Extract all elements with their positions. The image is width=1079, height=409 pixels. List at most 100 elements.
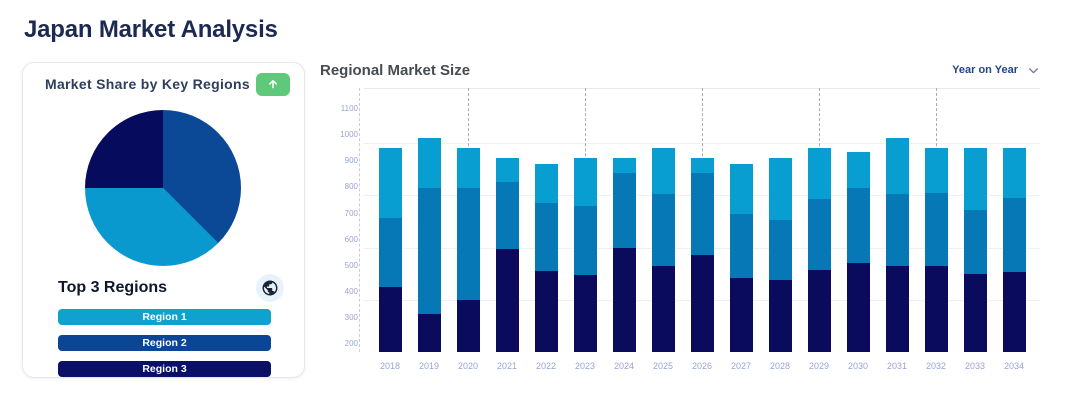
- bar-segment-bottom: [729, 277, 753, 352]
- region-button-1[interactable]: Region 1: [58, 309, 271, 325]
- y-axis-tick-200: 200: [344, 339, 358, 348]
- page-title: Japan Market Analysis: [24, 16, 278, 43]
- x-axis-label-2022: 2022: [535, 361, 557, 371]
- bar-segment-bottom: [651, 265, 675, 352]
- bar-2023[interactable]: [573, 157, 597, 352]
- bar-segment-bottom: [534, 271, 558, 352]
- bar-2030[interactable]: [846, 152, 870, 352]
- market-share-pie-chart[interactable]: [85, 110, 241, 266]
- bar-2025[interactable]: [651, 148, 675, 352]
- bar-segment-middle: [612, 173, 636, 248]
- regional-market-size-bar-chart: 200 300 400 500 600 700 800 900 1000 1100 2018 2019…: [340, 88, 1040, 371]
- bar-2031[interactable]: [885, 137, 909, 352]
- y-axis-tick-1000: 1000: [340, 130, 358, 140]
- bar-2022[interactable]: [534, 164, 558, 352]
- bar-segment-top: [1002, 148, 1026, 198]
- y-axis-tick-800: 800: [344, 182, 358, 192]
- x-axis-label-2019: 2019: [418, 361, 440, 371]
- period-select-value: Year on Year: [952, 64, 1018, 76]
- bar-segment-bottom: [495, 248, 519, 352]
- y-axis-tick-300: 300: [344, 312, 358, 322]
- region-button-2[interactable]: Region 2: [58, 335, 271, 351]
- market-share-card-title: Market Share by Key Regions: [45, 76, 250, 92]
- market-share-card: Market Share by Key Regions Top 3 Region…: [22, 62, 305, 378]
- bar-segment-top: [612, 157, 636, 174]
- bar-segment-middle: [729, 213, 753, 278]
- bar-2026[interactable]: [690, 157, 714, 352]
- y-axis-tick-500: 500: [344, 260, 358, 270]
- bar-2032[interactable]: [924, 148, 948, 352]
- x-axis-label-2020: 2020: [457, 361, 479, 371]
- bar-segment-top: [807, 148, 831, 200]
- bar-segment-top: [924, 148, 948, 193]
- bar-segment-middle: [417, 187, 441, 315]
- bar-segment-middle: [573, 205, 597, 275]
- bar-segment-bottom: [417, 314, 441, 352]
- bar-segment-top: [846, 152, 870, 188]
- bar-2020[interactable]: [456, 148, 480, 352]
- bar-segment-top: [534, 164, 558, 204]
- bar-segment-top: [885, 137, 909, 195]
- y-axis-tick-400: 400: [344, 286, 358, 296]
- bar-segment-middle: [768, 220, 792, 281]
- y-axis-tick-900: 900: [344, 156, 358, 166]
- bar-segment-top: [729, 164, 753, 214]
- x-axis-label-2031: 2031: [886, 361, 908, 371]
- period-select-dropdown[interactable]: Year on Year: [952, 61, 1040, 79]
- y-axis-tick-700: 700: [344, 208, 358, 218]
- bar-segment-middle: [534, 203, 558, 272]
- bar-2034[interactable]: [1002, 148, 1026, 352]
- globe-glyph: [262, 280, 278, 296]
- x-axis-label-2028: 2028: [769, 361, 791, 371]
- bar-2019[interactable]: [417, 137, 441, 352]
- x-axis-label-2033: 2033: [964, 361, 986, 371]
- arrow-up-icon: [269, 80, 277, 89]
- market-share-card-header: Market Share by Key Regions: [45, 72, 290, 96]
- region-button-3[interactable]: Region 3: [58, 361, 271, 377]
- bar-segment-middle: [924, 192, 948, 266]
- bar-segment-top: [417, 137, 441, 188]
- bar-2024[interactable]: [612, 157, 636, 352]
- x-axis-label-2024: 2024: [613, 361, 635, 371]
- x-axis-label-2018: 2018: [379, 361, 401, 371]
- bar-segment-top: [495, 157, 519, 183]
- bar-segment-bottom: [768, 280, 792, 352]
- top-regions-list: Region 1 Region 2 Region 3: [58, 309, 271, 387]
- bar-segment-middle: [885, 194, 909, 266]
- bar-segment-bottom: [612, 247, 636, 352]
- bar-segment-middle: [651, 194, 675, 266]
- x-axis-label-2030: 2030: [847, 361, 869, 371]
- bar-segment-bottom: [456, 299, 480, 352]
- bar-segment-top: [690, 157, 714, 174]
- bar-segment-bottom: [573, 275, 597, 352]
- x-axis-label-2032: 2032: [925, 361, 947, 371]
- x-axis-label-2027: 2027: [730, 361, 752, 371]
- bar-segment-top: [456, 148, 480, 188]
- bar-segment-bottom: [885, 265, 909, 352]
- bar-segment-middle: [963, 209, 987, 274]
- top-regions-label: Top 3 Regions: [58, 279, 168, 296]
- bar-segment-top: [768, 157, 792, 221]
- x-axis-label-2023: 2023: [574, 361, 596, 371]
- bar-segment-middle: [846, 187, 870, 264]
- bar-segment-middle: [378, 217, 402, 287]
- bar-2033[interactable]: [963, 148, 987, 352]
- bar-2027[interactable]: [729, 164, 753, 352]
- bar-segment-middle: [807, 199, 831, 270]
- bar-segment-middle: [690, 173, 714, 256]
- bar-segment-bottom: [378, 286, 402, 352]
- y-axis-tick-1100: 1100: [340, 104, 358, 114]
- bar-2028[interactable]: [768, 157, 792, 352]
- bar-segment-middle: [1002, 198, 1026, 273]
- bar-2021[interactable]: [495, 157, 519, 352]
- bar-segment-bottom: [1002, 272, 1026, 352]
- bar-2018[interactable]: [378, 148, 402, 352]
- bar-2029[interactable]: [807, 148, 831, 352]
- x-axis-label-2026: 2026: [691, 361, 713, 371]
- bar-segment-bottom: [963, 273, 987, 352]
- trend-up-button[interactable]: [256, 72, 290, 96]
- chevron-down-icon: [1029, 67, 1038, 73]
- bar-segment-bottom: [846, 263, 870, 352]
- bar-segment-bottom: [924, 265, 948, 352]
- globe-icon[interactable]: [256, 274, 284, 302]
